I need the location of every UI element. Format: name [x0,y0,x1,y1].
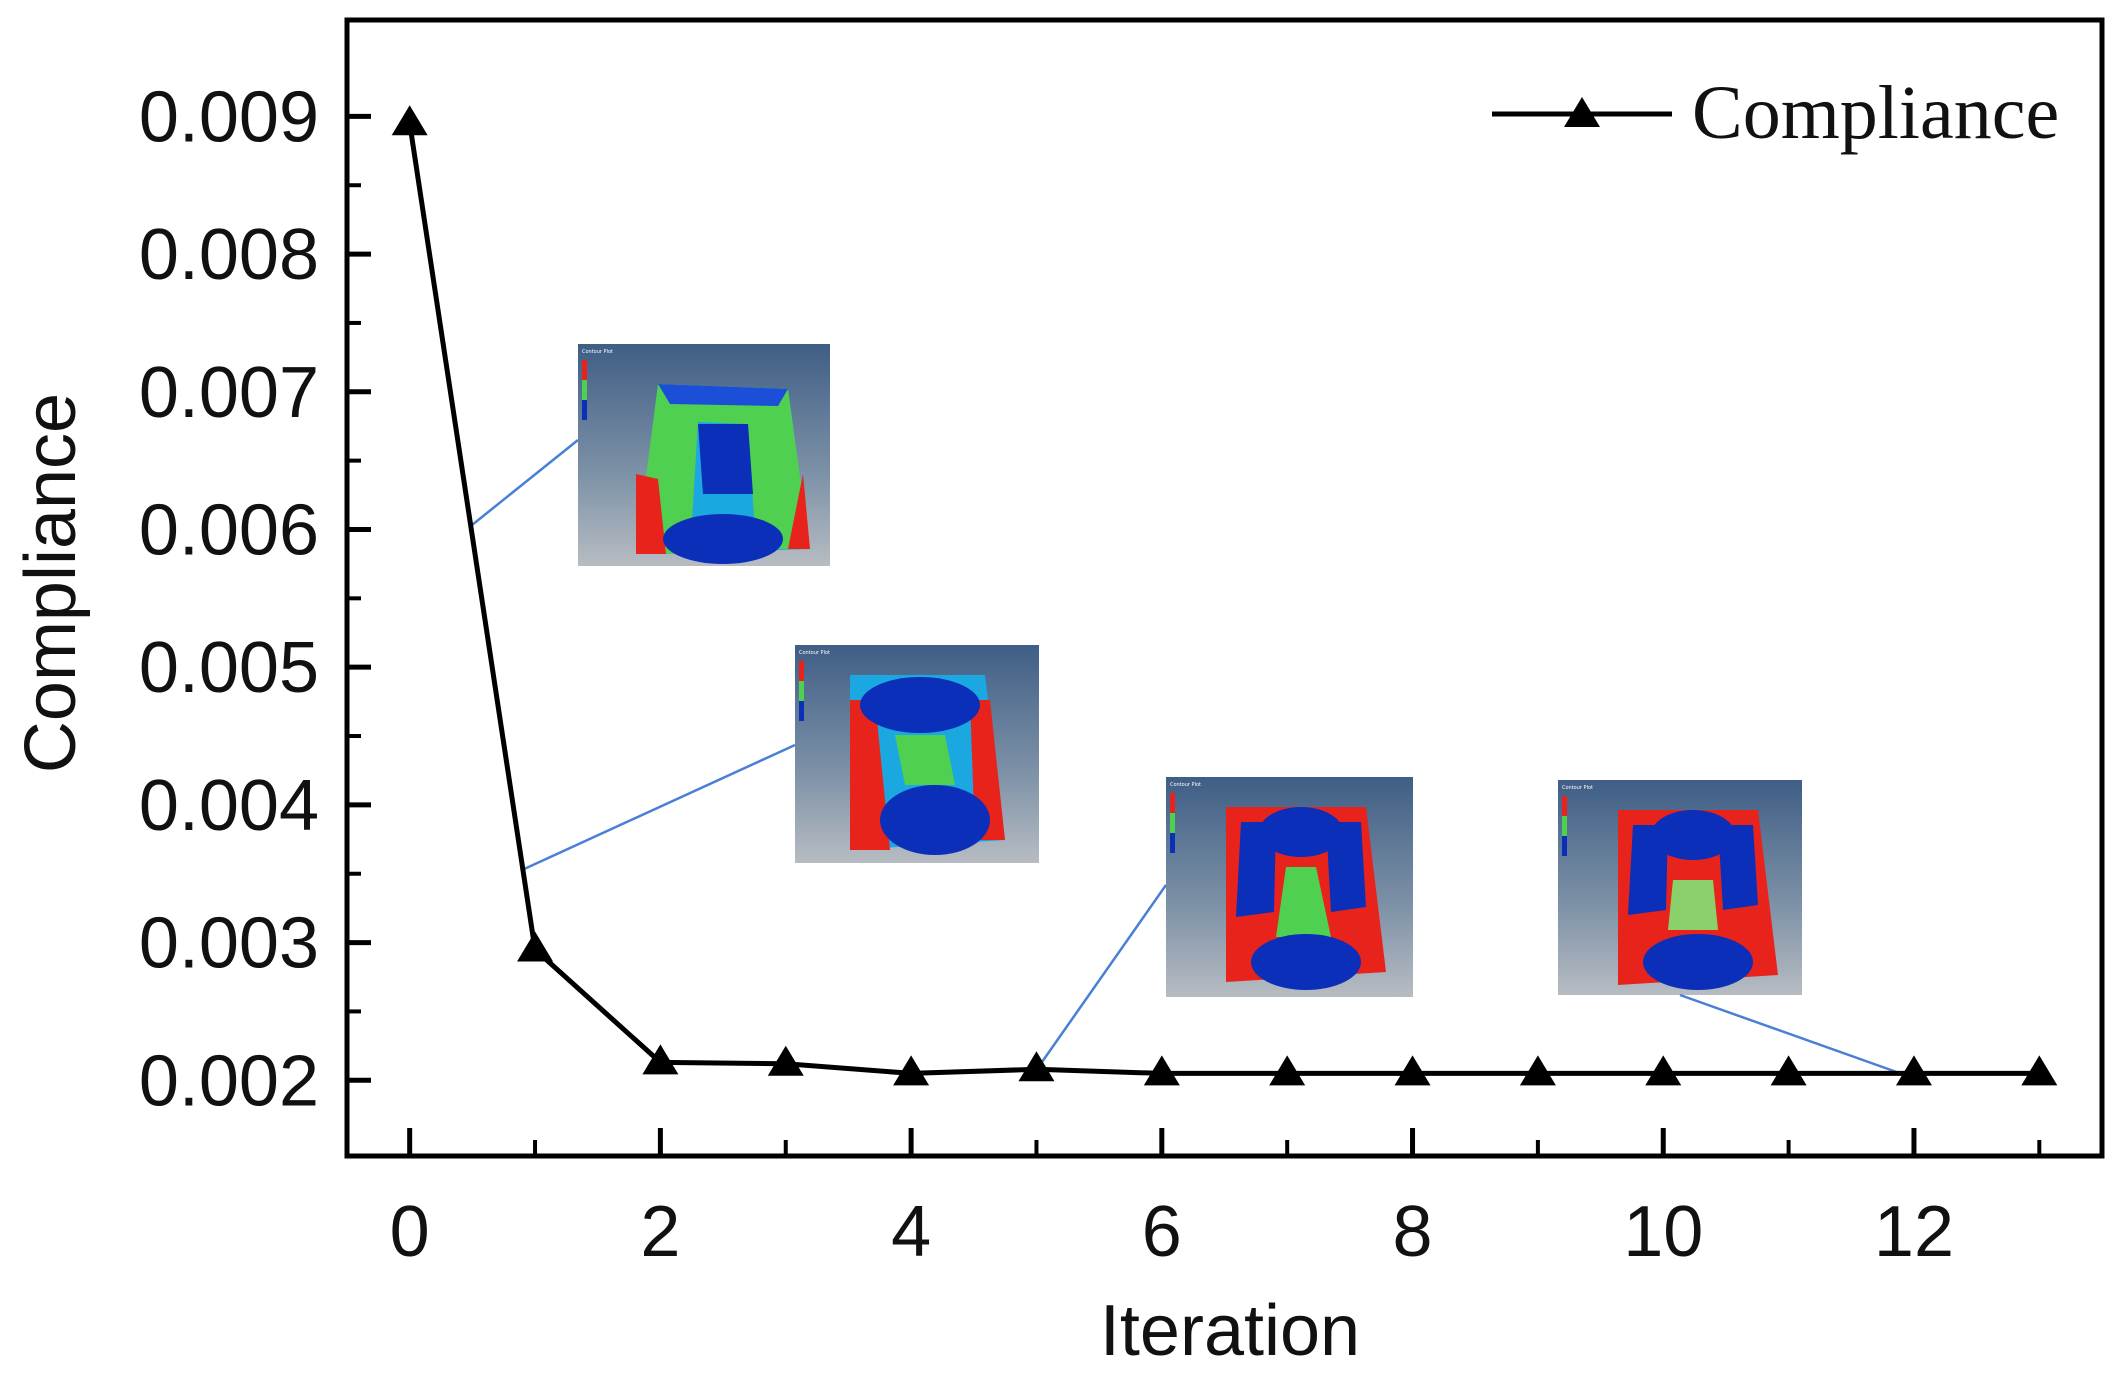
x-tick-label: 0 [390,1192,430,1272]
y-tick-label: 0.009 [139,77,319,157]
x-axis-ticks: 0 2 4 6 8 10 12 [390,1128,2042,1272]
legend-label: Compliance [1692,71,2059,155]
y-tick-label: 0.004 [139,766,319,846]
y-tick-label: 0.003 [139,904,319,984]
data-point-marker [1519,1055,1556,1086]
legend-triangle-marker [1564,97,1600,127]
data-point-marker [1394,1055,1431,1086]
leader-line-intermediate [521,743,796,872]
leader-line-final [1679,993,1906,1077]
y-axis-ticks: 0.002 0.003 0.004 0.005 0.006 0.007 0.008 0.009 [139,77,371,1121]
y-axis-title: Compliance [11,393,91,773]
data-point-marker [1018,1051,1055,1082]
series-line [407,122,2040,1076]
leader-line-early [471,439,579,526]
x-tick-label: 2 [640,1192,680,1272]
svg-text:Contour Plot: Contour Plot [1562,785,1593,791]
data-point-marker [2021,1055,2058,1086]
data-point-marker [1143,1055,1180,1086]
x-tick-label: 12 [1874,1192,1954,1272]
data-point-marker [1770,1055,1807,1086]
inset-plot-early: Contour Plot [578,344,830,566]
y-tick-label: 0.007 [139,353,319,433]
x-axis-title: Iteration [1100,1291,1360,1371]
x-tick-label: 6 [1142,1192,1182,1272]
x-tick-label: 4 [891,1192,931,1272]
x-tick-label: 10 [1623,1192,1703,1272]
data-point-marker [767,1045,804,1076]
data-point-marker [1895,1055,1932,1086]
svg-text:Contour Plot: Contour Plot [1170,782,1201,788]
y-tick-label: 0.008 [139,215,319,295]
inset-plot-later: Contour Plot [1166,777,1413,997]
data-point-marker [1269,1055,1306,1086]
data-point-marker [391,105,428,136]
data-point-marker [517,931,554,962]
y-tick-label: 0.006 [139,490,319,570]
inset-plot-final: Contour Plot [1558,780,1802,995]
data-point-marker [1645,1055,1682,1086]
y-tick-label: 0.005 [139,628,319,708]
plot-frame [344,17,2105,1159]
data-point-marker [893,1055,930,1086]
y-tick-label: 0.002 [139,1041,319,1121]
legend: Compliance [1492,71,2059,155]
data-point-marker [642,1044,679,1075]
inset-plot-intermediate: Contour Plot [795,645,1039,863]
series-layer [391,105,2058,1086]
leader-line-later [1033,884,1168,1073]
svg-text:Contour Plot: Contour Plot [799,650,830,656]
x-tick-label: 8 [1393,1192,1433,1272]
svg-text:Contour Plot: Contour Plot [582,349,613,355]
